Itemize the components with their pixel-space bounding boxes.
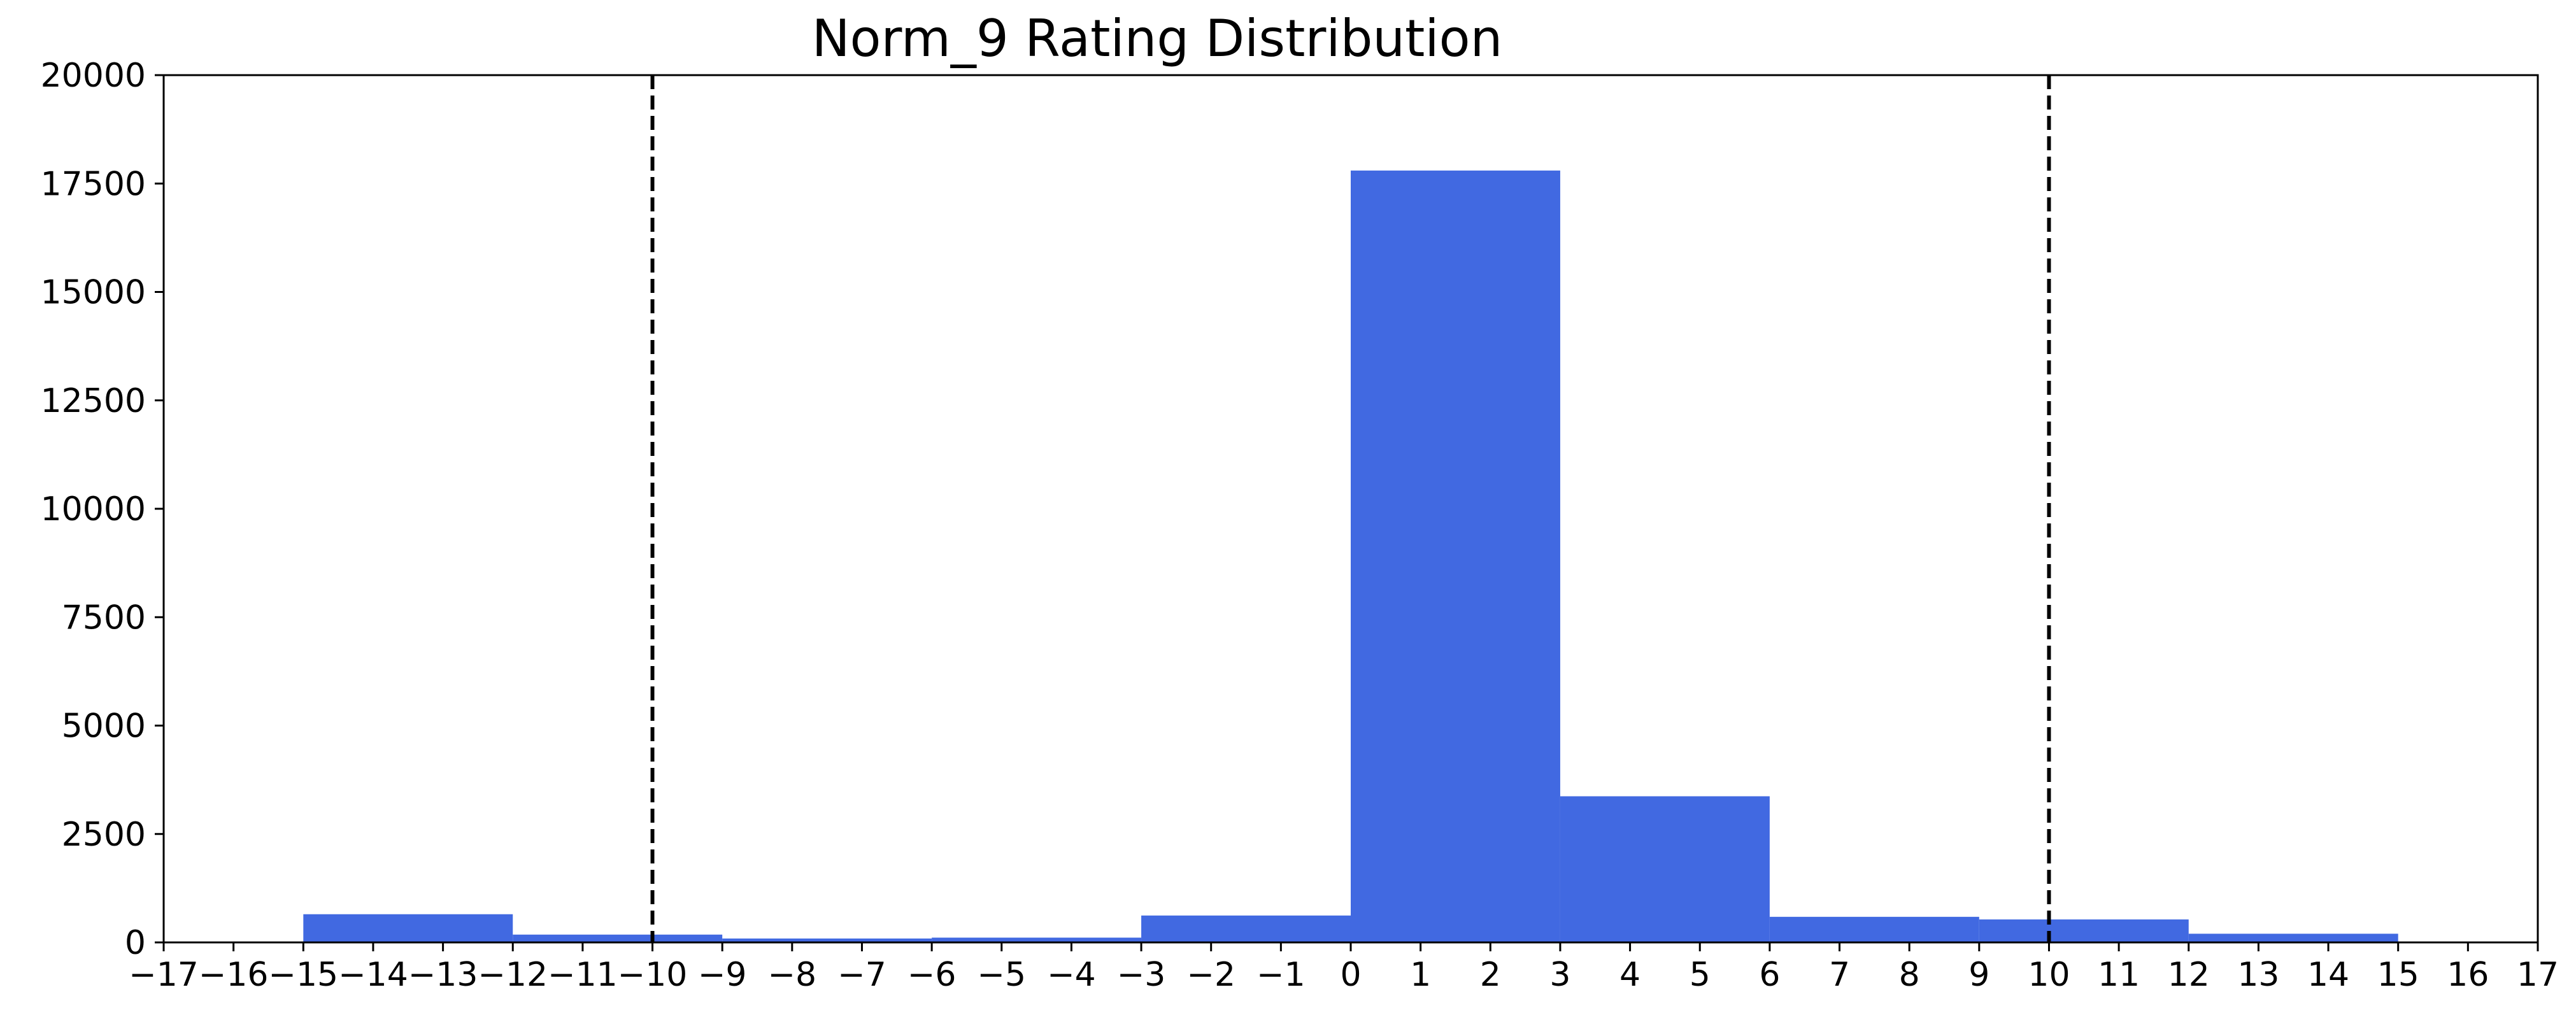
x-tick-label: 3 [1549,956,1570,994]
histogram-bar-2 [722,938,932,942]
y-tick-label: 0 [125,924,146,962]
x-tick-label: −12 [478,956,548,994]
x-tick-label: 8 [1899,956,1920,994]
x-tick-label: 10 [2028,956,2070,994]
histogram-bar-0 [303,914,513,942]
x-tick-label: 16 [2447,956,2489,994]
histogram-bar-3 [932,937,1142,942]
reference-lines-layer [650,75,2051,942]
x-tick-label: 7 [1829,956,1850,994]
y-tick-label: 17500 [41,165,146,203]
y-tick-label: 12500 [41,382,146,420]
y-tick-label: 10000 [41,490,146,529]
x-axis-ticks: −17 −16 −15 −14 −13 −12 −11 −10 −9 −8 −7 −6 −5 −4 −3 −2… [129,942,2559,994]
x-tick-label: −16 [199,956,269,994]
histogram-bar-9 [2188,933,2398,942]
y-tick-label: 5000 [62,707,146,746]
x-tick-label: −3 [1117,956,1166,994]
x-tick-label: 4 [1619,956,1640,994]
x-tick-label: −4 [1047,956,1096,994]
y-tick-label: 2500 [62,816,146,854]
x-tick-label: 12 [2168,956,2210,994]
histogram-bar-1 [513,934,723,942]
x-tick-label: 14 [2307,956,2349,994]
x-tick-label: −13 [408,956,478,994]
x-tick-label: −11 [548,956,618,994]
x-tick-label: −10 [618,956,688,994]
x-tick-label: −7 [837,956,886,994]
x-tick-label: 0 [1340,956,1361,994]
x-tick-label: 11 [2098,956,2140,994]
bars-layer [303,170,2398,942]
y-tick-label: 15000 [41,274,146,312]
x-tick-label: 5 [1690,956,1711,994]
x-tick-label: −1 [1256,956,1306,994]
x-tick-label: 6 [1759,956,1780,994]
x-tick-label: 13 [2237,956,2279,994]
histogram-bar-7 [1769,916,1979,942]
x-tick-label: 1 [1410,956,1431,994]
x-tick-label: 15 [2377,956,2419,994]
histogram-bar-6 [1560,796,1770,942]
x-tick-label: −6 [907,956,957,994]
x-tick-label: −15 [268,956,338,994]
histogram-bar-8 [1979,919,2189,942]
histogram-bar-4 [1141,915,1351,942]
x-tick-label: 9 [1968,956,1989,994]
chart-title: Norm_9 Rating Distribution [812,9,1503,68]
x-tick-label: −2 [1186,956,1235,994]
x-tick-label: −5 [977,956,1026,994]
y-tick-label: 20000 [41,57,146,95]
x-tick-label: 2 [1480,956,1501,994]
y-axis-ticks: 0 2500 5000 7500 10000 12500 15000 17500 20000 [41,57,164,962]
x-tick-label: −14 [338,956,408,994]
x-tick-label: −9 [698,956,747,994]
histogram-bar-5 [1351,170,1560,942]
y-tick-label: 7500 [62,599,146,637]
x-tick-label: 17 [2517,956,2559,994]
x-tick-label: −8 [767,956,816,994]
x-tick-label: −17 [129,956,199,994]
